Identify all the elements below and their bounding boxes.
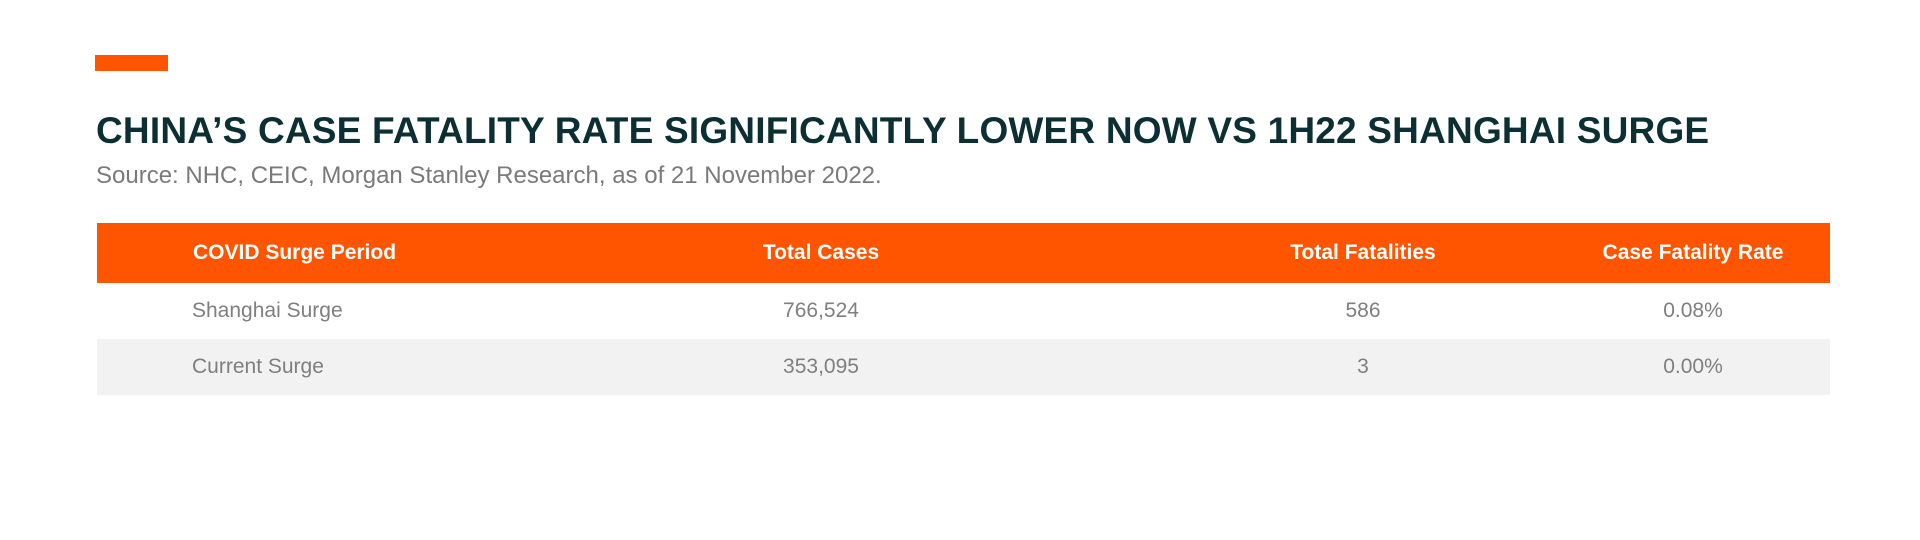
page-title: CHINA’S CASE FATALITY RATE SIGNIFICANTLY…	[96, 110, 1710, 151]
cell-cases: 766,524	[507, 283, 985, 339]
cell-cases-value: 766,524	[783, 299, 859, 322]
cell-rate-value: 0.08%	[1663, 299, 1723, 322]
source-note: Source: NHC, CEIC, Morgan Stanley Resear…	[96, 162, 882, 189]
cell-fatalities: 586	[985, 283, 1475, 339]
column-header-rate: Case Fatality Rate	[1475, 223, 1830, 283]
column-header-fatalities: Total Fatalities	[985, 223, 1475, 283]
column-header-period: COVID Surge Period	[193, 241, 397, 264]
column-header-cases: Total Cases	[507, 223, 985, 283]
cell-rate-value: 0.00%	[1663, 355, 1723, 378]
cell-fatalities: 3	[985, 339, 1475, 395]
fatality-table: COVID Surge Period Total Cases Total Fat…	[97, 223, 1830, 395]
cell-period: Current Surge	[192, 355, 324, 378]
cell-cases: 353,095	[507, 339, 985, 395]
cell-period: Shanghai Surge	[192, 299, 343, 322]
column-header-cases-label: Total Cases	[762, 241, 880, 264]
cell-rate: 0.00%	[1475, 339, 1830, 395]
cell-rate: 0.08%	[1475, 283, 1830, 339]
accent-bar	[95, 55, 168, 71]
table-row: Shanghai Surge 766,524 586 0.08%	[97, 283, 1830, 339]
cell-fatalities-value: 3	[1357, 355, 1369, 378]
cell-cases-value: 353,095	[783, 355, 859, 378]
table-header-row: COVID Surge Period Total Cases Total Fat…	[97, 223, 1830, 283]
table-row: Current Surge 353,095 3 0.00%	[97, 339, 1830, 395]
column-header-fatalities-label: Total Fatalities	[1290, 241, 1436, 264]
column-header-rate-label: Case Fatality Rate	[1602, 241, 1784, 264]
cell-fatalities-value: 586	[1345, 299, 1381, 322]
